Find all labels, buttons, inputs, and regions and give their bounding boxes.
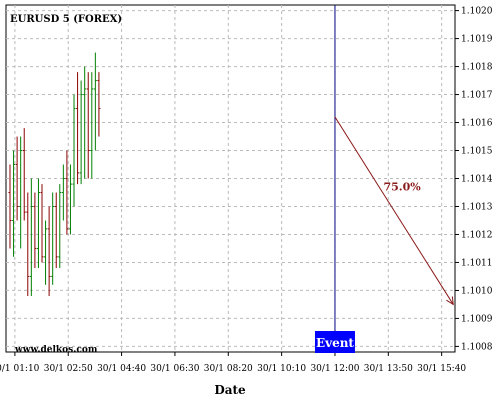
ohlc-bar — [68, 164, 72, 235]
x-tick-label: 30/1 12:00 — [310, 364, 359, 374]
ohlc-bar — [33, 192, 37, 269]
ohlc-bar — [26, 192, 30, 297]
y-tick-label: 1.1019 — [461, 35, 493, 45]
ohlc-bar — [22, 128, 26, 221]
forecast-percentage: 75.0% — [383, 181, 421, 194]
ohlc-bar — [54, 192, 58, 269]
ohlc-bar — [86, 72, 90, 179]
x-tick-label: 30/1 10:10 — [257, 364, 306, 374]
ohlc-bar — [97, 72, 101, 137]
ohlc-bar — [29, 178, 33, 297]
y-tick-label: 1.1018 — [461, 63, 493, 73]
y-tick-label: 1.1016 — [461, 119, 493, 129]
ohlc-bar — [58, 184, 62, 269]
ohlc-bar — [8, 164, 12, 249]
y-tick-label: 1.1014 — [461, 175, 493, 185]
ohlc-bar — [61, 164, 65, 221]
ohlc-bar — [40, 184, 44, 263]
x-tick-label: 30/1 01:10 — [0, 364, 40, 374]
ohlc-bar — [19, 136, 23, 249]
ohlc-bar — [51, 192, 55, 285]
y-tick-label: 1.1010 — [461, 286, 493, 296]
ohlc-bar — [90, 72, 94, 179]
ohlc-bars — [8, 52, 101, 297]
ohlc-bar — [44, 220, 48, 285]
x-tick-label: 30/1 04:40 — [97, 364, 146, 374]
ohlc-bar — [15, 136, 19, 221]
y-axis-ticks: 1.1008 1.1009 1.1010 1.1011 1.1012 1.1013 1.10… — [455, 7, 493, 352]
ohlc-bar — [65, 150, 69, 235]
ohlc-bar — [12, 150, 16, 257]
x-tick-label: 30/1 08:20 — [204, 364, 253, 374]
y-tick-label: 1.1017 — [461, 91, 493, 101]
ohlc-bar — [79, 80, 83, 185]
y-tick-label: 1.1013 — [461, 202, 493, 212]
x-tick-label: 30/1 02:50 — [44, 364, 93, 374]
ohlc-bar — [72, 94, 76, 207]
ohlc-bar — [83, 66, 87, 179]
y-tick-label: 1.1020 — [461, 7, 493, 17]
watermark: www.delkos.com — [14, 345, 98, 355]
y-tick-label: 1.1012 — [461, 230, 493, 240]
y-tick-label: 1.1011 — [461, 258, 493, 268]
x-axis-label: Date — [214, 383, 246, 397]
x-tick-label: 30/1 06:30 — [150, 364, 199, 374]
x-axis-ticks: 30/1 01:10 30/1 02:50 30/1 04:40 30/1 06:30… — [0, 352, 466, 374]
y-tick-label: 1.1009 — [461, 314, 493, 324]
event-label: Event — [316, 336, 354, 350]
ohlc-bar — [47, 206, 51, 297]
chart-title: EURUSD 5 (FOREX) — [10, 14, 122, 25]
event-box — [314, 331, 355, 353]
ohlc-bar — [93, 52, 97, 151]
forecast-arrow — [334, 116, 454, 305]
ohlc-bar — [36, 178, 40, 269]
ohlc-bar — [76, 72, 80, 185]
x-tick-label: 30/1 13:50 — [364, 364, 413, 374]
y-tick-label: 1.1008 — [461, 342, 493, 352]
y-tick-label: 1.1015 — [461, 147, 493, 157]
x-tick-label: 30/1 15:40 — [417, 364, 466, 374]
forecast-arrowhead — [446, 296, 454, 306]
